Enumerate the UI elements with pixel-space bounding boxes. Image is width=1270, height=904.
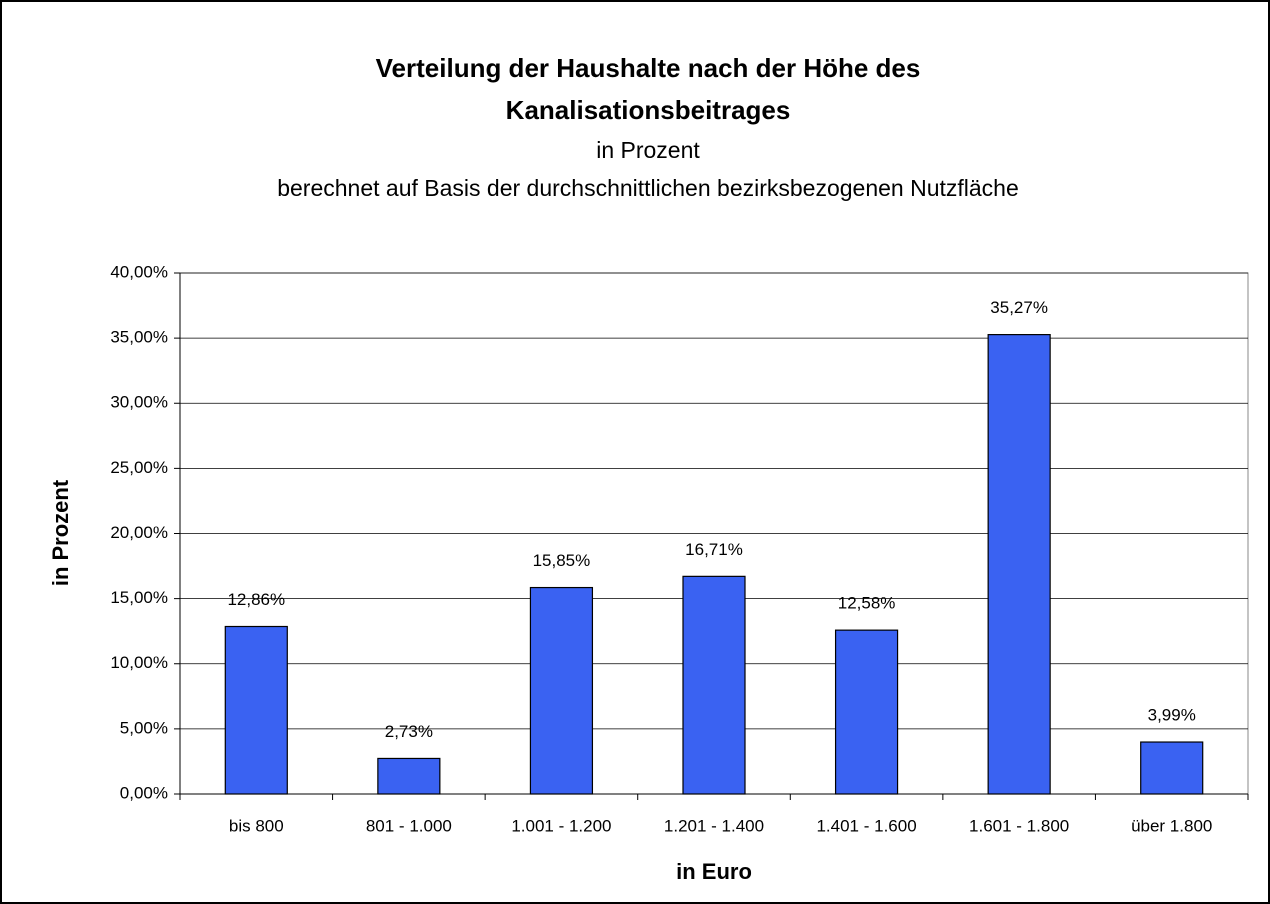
bar [1140,741,1204,795]
y-tick-label: 20,00% [110,523,168,542]
y-tick-label: 15,00% [110,588,168,607]
x-axis-label: in Euro [676,859,752,884]
chart-subtitle: berechnet auf Basis der durchschnittlich… [277,175,1019,201]
x-tick-label: 1.201 - 1.400 [664,816,764,835]
x-tick-label: über 1.800 [1131,816,1212,835]
y-tick-label: 40,00% [110,262,168,281]
chart-title: Kanalisationsbeitrages [506,95,791,125]
y-tick-label: 0,00% [120,783,168,802]
y-tick-label: 25,00% [110,458,168,477]
data-label: 35,27% [990,298,1048,317]
x-tick-label: 1.601 - 1.800 [969,816,1069,835]
data-label: 12,58% [838,594,896,613]
x-tick-label: 1.401 - 1.600 [816,816,916,835]
x-tick-label: bis 800 [229,816,284,835]
bar [224,625,288,795]
bar [682,575,746,795]
chart-title: Verteilung der Haushalte nach der Höhe d… [376,53,921,83]
x-tick-label: 1.001 - 1.200 [511,816,611,835]
data-label: 16,71% [685,540,743,559]
bar [529,586,594,795]
data-label: 3,99% [1148,706,1196,725]
data-label: 2,73% [385,722,433,741]
bar [987,334,1051,795]
data-label: 12,86% [227,590,285,609]
y-tick-label: 5,00% [120,718,168,737]
bar [377,757,441,795]
y-axis-label: in Prozent [48,479,73,586]
y-tick-label: 30,00% [110,393,168,412]
chart-subtitle: in Prozent [596,137,700,163]
data-label: 15,85% [533,551,591,570]
x-tick-label: 801 - 1.000 [366,816,452,835]
y-tick-label: 10,00% [110,653,168,672]
y-tick-label: 35,00% [110,328,168,347]
bar [834,629,899,795]
